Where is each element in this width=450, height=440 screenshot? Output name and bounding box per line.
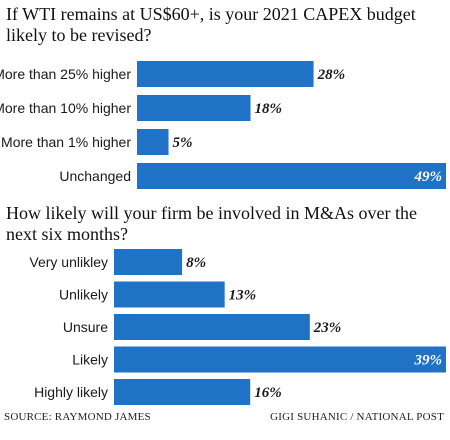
value-label: 5% bbox=[173, 135, 193, 151]
value-label: 39% bbox=[414, 353, 443, 369]
bar bbox=[114, 379, 251, 405]
value-label: 16% bbox=[254, 385, 282, 401]
bar bbox=[137, 163, 446, 189]
value-label: 8% bbox=[186, 255, 206, 271]
value-label: 18% bbox=[255, 101, 282, 117]
category-label: Highly likely bbox=[34, 384, 108, 400]
value-label: 23% bbox=[313, 320, 342, 336]
capex-bar-chart: More than 25% higher 28% More than 10% hig… bbox=[0, 61, 446, 189]
bar bbox=[114, 346, 446, 373]
category-label: Unlikely bbox=[59, 287, 108, 303]
chart-1-title: If WTI remains at US$60+, is your 2021 C… bbox=[6, 4, 416, 45]
ma-bar-chart: Very unlikley 8% Unlikely 13% Unsure 23% Likel… bbox=[29, 249, 446, 405]
source-note: SOURCE: RAYMOND JAMES bbox=[4, 411, 151, 423]
category-label: Unchanged bbox=[59, 168, 131, 184]
bar bbox=[114, 249, 183, 275]
credit-note: GIGI SUHANIC / NATIONAL POST bbox=[270, 411, 444, 423]
category-label: More than 25% higher bbox=[0, 66, 131, 82]
chart-2-title: How likely will your firm be involved in… bbox=[6, 203, 417, 244]
category-label: More than 1% higher bbox=[1, 134, 131, 150]
bar bbox=[137, 129, 169, 155]
bar bbox=[114, 314, 310, 340]
category-label: Unsure bbox=[63, 319, 108, 335]
bar bbox=[137, 95, 251, 121]
bar bbox=[114, 281, 225, 308]
category-label: Very unlikley bbox=[29, 254, 108, 270]
value-label: 13% bbox=[229, 288, 257, 304]
value-label: 28% bbox=[317, 67, 346, 83]
value-label: 49% bbox=[414, 169, 443, 185]
category-label: Likely bbox=[72, 352, 108, 368]
category-label: More than 10% higher bbox=[0, 100, 131, 116]
bar bbox=[137, 61, 314, 87]
